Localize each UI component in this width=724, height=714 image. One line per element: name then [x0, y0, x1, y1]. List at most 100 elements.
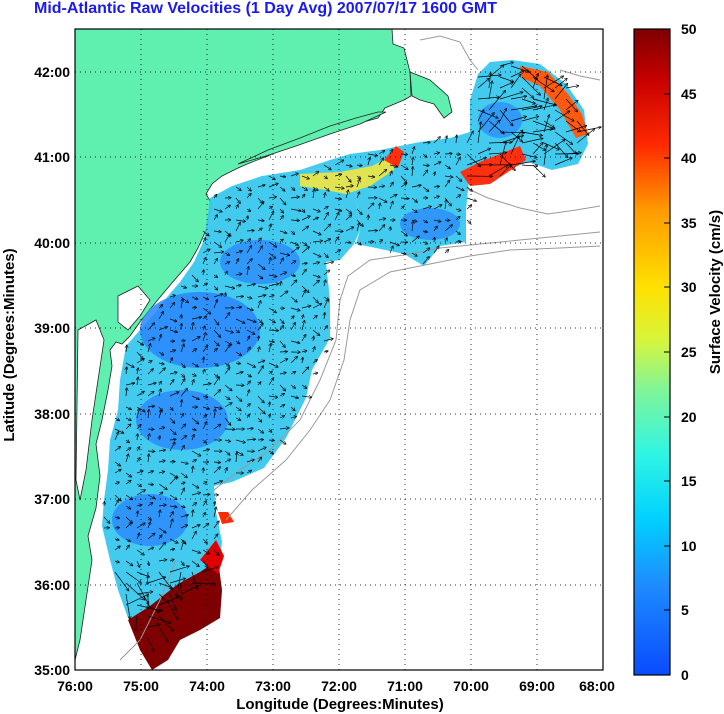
velocity-arrow: [213, 462, 220, 463]
velocity-arrow: [235, 296, 243, 297]
y-tick-label: 40:00: [34, 235, 70, 251]
velocity-arrow: [312, 172, 318, 177]
velocity-arrow: [235, 274, 242, 275]
velocity-arrow: [224, 362, 229, 366]
velocity-arrow: [345, 242, 351, 243]
plot-frame: [74, 28, 604, 671]
velocity-arrow: [114, 447, 120, 452]
velocity-arrow: [323, 262, 333, 265]
slow-patch: [220, 240, 300, 284]
velocity-arrow: [246, 362, 255, 367]
y-tick-label: 41:00: [34, 149, 70, 165]
x-axis-label: Longitude (Degrees:Minutes): [236, 696, 444, 713]
velocity-arrow: [345, 165, 352, 166]
velocity-arrow: [158, 535, 162, 540]
velocity-arrow: [554, 142, 568, 157]
velocity-arrow: [181, 414, 184, 419]
velocity-arrow: [169, 593, 176, 610]
velocity-arrow: [367, 203, 374, 210]
velocity-arrow: [444, 225, 452, 232]
velocity-arrow: [147, 391, 154, 397]
velocity-arrow: [565, 120, 580, 132]
fast-band: [384, 146, 404, 168]
velocity-arrow: [136, 615, 137, 631]
velocity-arrow: [400, 154, 408, 155]
velocity-arrow: [246, 307, 253, 310]
velocity-arrow: [488, 165, 508, 177]
grid-lines: [75, 29, 603, 670]
velocity-arrow: [225, 468, 227, 474]
velocity-arrow: [191, 297, 198, 299]
velocity-arrow: [279, 326, 284, 331]
velocity-arrow: [269, 224, 271, 232]
velocity-arrow: [224, 234, 230, 243]
velocity-arrow: [565, 142, 576, 154]
velocity-arrow: [279, 340, 285, 347]
velocity-arrow: [158, 427, 165, 429]
velocity-arrow: [411, 208, 417, 212]
velocity-arrow: [191, 493, 200, 496]
velocity-arrow: [235, 186, 241, 190]
velocity-arrow: [434, 238, 435, 243]
velocity-arrow: [114, 418, 119, 421]
velocity-arrow: [576, 129, 594, 144]
velocity-arrow: [225, 293, 226, 298]
velocity-arrow: [323, 213, 328, 221]
velocity-arrow: [235, 439, 245, 443]
velocity-arrow: [290, 186, 295, 190]
velocity-arrow: [246, 381, 250, 386]
velocity-arrow: [269, 258, 271, 265]
velocity-arrow: [235, 330, 239, 333]
x-axis: 76:00 75:00 74:00 73:00 72:00 71:00 70:0…: [57, 678, 615, 713]
velocity-arrow: [114, 432, 119, 441]
velocity-arrow: [290, 406, 295, 411]
velocity-arrow: [214, 502, 215, 507]
velocity-arrow: [378, 186, 384, 187]
velocity-arrow: [279, 291, 288, 298]
velocity-arrow: [246, 470, 251, 473]
velocity-arrow: [213, 534, 218, 540]
velocity-arrow: [499, 109, 506, 122]
velocity-arrow: [114, 428, 124, 433]
velocity-arrow: [224, 329, 233, 333]
velocity-arrow: [268, 307, 276, 313]
velocity-arrow: [290, 209, 301, 211]
x-tick-label: 73:00: [255, 678, 291, 694]
velocity-arrow: [554, 79, 567, 89]
velocity-arrow: [301, 216, 310, 221]
velocity-arrow: [378, 240, 383, 242]
delaware-bay: [117, 285, 151, 331]
velocity-arrow: [180, 373, 185, 377]
velocity-arrow: [136, 523, 145, 529]
velocity-arrow: [191, 560, 199, 566]
velocity-arrow: [247, 216, 248, 221]
velocity-arrow: [148, 560, 149, 565]
velocity-arrow: [412, 167, 413, 177]
velocity-arrow: [258, 347, 260, 353]
velocity-arrow: [257, 301, 261, 309]
velocity-arrow: [302, 194, 305, 199]
velocity-arrow: [180, 488, 184, 496]
velocity-arrow: [433, 162, 441, 166]
velocity-arrow: [180, 462, 188, 464]
velocity-arrow: [367, 231, 377, 232]
velocity-arrow: [224, 262, 230, 264]
velocity-arrow: [323, 224, 330, 232]
velocity-arrow: [147, 637, 154, 651]
velocity-arrow: [236, 452, 237, 463]
velocity-arrow: [147, 361, 152, 363]
velocity-arrow: [214, 409, 215, 419]
velocity-arrow: [367, 176, 375, 177]
velocity-arrow: [466, 131, 473, 144]
velocity-arrow: [324, 313, 325, 320]
cape-cod: [409, 71, 453, 119]
velocity-arrow: [203, 513, 205, 518]
velocity-arrow: [169, 350, 175, 352]
velocity-arrow: [488, 81, 492, 100]
velocity-arrow: [191, 429, 196, 430]
velocity-arrow: [213, 231, 221, 232]
velocity-arrow: [202, 333, 206, 342]
velocity-arrow: [147, 615, 171, 623]
velocity-arrow: [191, 483, 199, 488]
velocity-arrow: [290, 220, 299, 221]
